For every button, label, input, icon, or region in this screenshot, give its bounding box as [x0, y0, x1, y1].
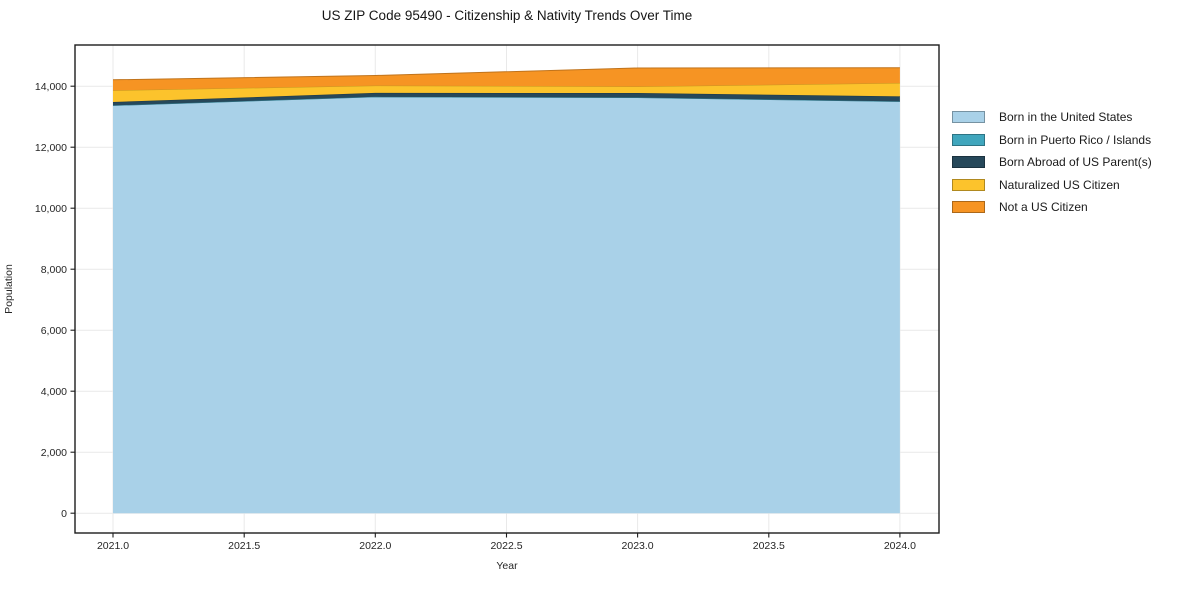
legend-swatch-puerto-rico — [952, 133, 985, 146]
legend-swatch-born-in-us — [952, 111, 985, 124]
legend-item-born-in-us: Born in the United States — [952, 106, 1152, 129]
plot-inner — [75, 45, 939, 533]
legend-swatch-naturalized — [952, 178, 985, 191]
legend-swatch-not-citizen — [952, 201, 985, 214]
area-series-0 — [113, 96, 900, 514]
y-tick-label: 8,000 — [41, 264, 67, 276]
y-tick-label: 4,000 — [41, 386, 67, 398]
x-axis-label: Year — [496, 560, 518, 572]
legend-item-not-citizen: Not a US Citizen — [952, 196, 1152, 219]
y-tick-label: 10,000 — [35, 203, 67, 215]
area-series-2 — [113, 92, 900, 106]
legend-label-not-citizen: Not a US Citizen — [999, 200, 1088, 215]
x-tick-label: 2022.5 — [490, 540, 522, 552]
y-axis-label: Population — [3, 264, 15, 314]
legend-label-naturalized: Naturalized US Citizen — [999, 177, 1120, 192]
x-tick-label: 2021.0 — [97, 540, 129, 552]
legend-item-naturalized: Naturalized US Citizen — [952, 174, 1152, 197]
x-tick-label: 2021.5 — [228, 540, 260, 552]
x-tick-label: 2023.0 — [622, 540, 654, 552]
y-tick-label: 12,000 — [35, 142, 67, 154]
legend-item-born-abroad: Born Abroad of US Parent(s) — [952, 151, 1152, 174]
x-tick-label: 2024.0 — [884, 540, 916, 552]
legend-label-born-in-us: Born in the United States — [999, 110, 1133, 125]
x-tick-label: 2023.5 — [753, 540, 785, 552]
y-tick-label: 6,000 — [41, 325, 67, 337]
area-series-4 — [113, 67, 900, 91]
chart-title: US ZIP Code 95490 - Citizenship & Nativi… — [321, 8, 693, 23]
legend: Born in the United States Born in Puerto… — [952, 106, 1152, 219]
legend-label-born-abroad: Born Abroad of US Parent(s) — [999, 155, 1152, 170]
y-tick-label: 0 — [61, 508, 67, 520]
area-edge-series-4 — [112, 67, 900, 81]
y-tick-label: 2,000 — [41, 447, 67, 459]
y-tick-label: 14,000 — [35, 81, 67, 93]
area-series-3 — [113, 83, 900, 102]
x-tick-label: 2022.0 — [359, 540, 391, 552]
legend-swatch-born-abroad — [952, 156, 985, 169]
legend-label-puerto-rico: Born in Puerto Rico / Islands — [999, 132, 1152, 147]
legend-item-puerto-rico: Born in Puerto Rico / Islands — [952, 129, 1152, 152]
